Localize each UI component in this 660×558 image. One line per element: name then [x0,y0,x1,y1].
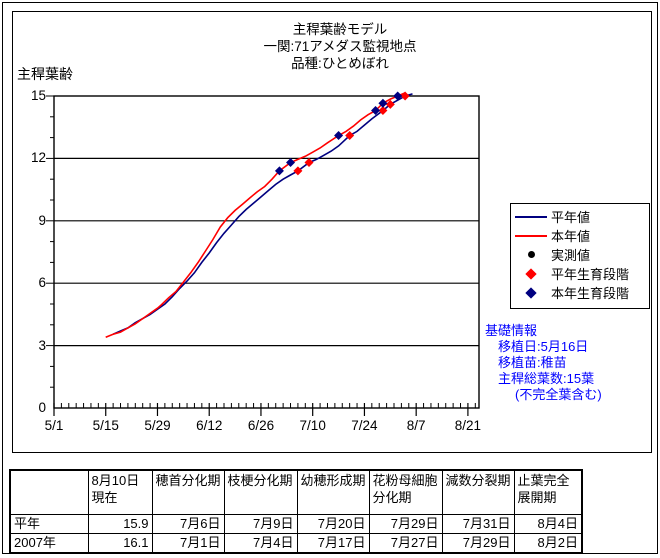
x-tick-label: 7/24 [351,418,378,433]
table-header-cell: 花粉母細胞分化期 [368,469,443,515]
table-cell: 7月20日 [296,513,370,534]
basic-info-transplant-date: 移植日:5月16日 [498,339,589,354]
x-tick-label: 5/15 [92,418,119,433]
basic-info-block: 基礎情報 移植日:5月16日 移植苗:稚苗 主稈総葉数:15葉 (不完全葉含む) [485,323,655,403]
basic-info-heading: 基礎情報 [485,323,538,338]
table-header-cell: 減数分裂期 [441,469,515,515]
series-line [112,93,413,335]
legend-label: 平年値 [551,210,591,225]
table-cell: 7月27日 [368,532,443,553]
table-cell: 8月4日 [513,513,583,534]
legend-label: 平年生育段階 [551,267,630,282]
legend-diamond-swatch [525,286,537,299]
x-tick-label: 5/29 [144,418,171,433]
stage-marker [378,98,388,108]
table-cell: 7月17日 [296,532,370,553]
table-header-cell: 幼穂形成期 [296,469,370,515]
x-tick-label: 8/7 [406,418,426,433]
x-tick-label: 8/21 [454,418,482,433]
stage-marker [378,106,388,116]
y-tick-label: 15 [30,88,46,103]
table-row-label: 2007年 [9,532,89,553]
stage-marker [400,91,410,101]
table-row-label: 平年 [9,513,89,534]
stage-marker [286,158,296,168]
table-cell: 7月29日 [368,513,443,534]
legend-item-2: 実測値 [511,245,649,264]
y-tick-label: 0 [38,400,46,415]
stage-marker [371,106,381,116]
legend-diamond-swatch [525,267,537,280]
legend-item-1: 本年値 [511,226,649,245]
chart-title-block: 主稈葉齢モデル 一関:71アメダス監視地点 品種:ひとめぼれ [29,21,651,72]
x-tick-label: 5/1 [44,418,64,433]
table-cell: 7月1日 [151,532,225,553]
stage-marker [274,166,284,176]
legend-item-4: 本年生育段階 [511,283,649,302]
x-tick-label: 6/12 [196,418,223,433]
legend-circle-swatch [527,251,535,258]
table-cell: 16.1 [87,532,153,553]
series-line [105,92,406,339]
legend-line-swatch [515,234,547,237]
table-cell: 7月6日 [151,513,225,534]
chart-title: 主稈葉齢モデル [292,22,388,37]
table-cell: 7月31日 [441,513,515,534]
chart-subtitle-variety: 品種:ひとめぼれ [291,56,389,71]
legend-label: 本年値 [551,229,591,244]
table-header-cell: 8月10日現在 [87,469,153,515]
y-tick-label: 9 [38,212,46,228]
x-tick-label: 7/10 [299,418,326,433]
table-header-row: 8月10日現在 穂首分化期 枝梗分化期 幼穂形成期 花粉母細胞分化期 減数分裂期 止葉完全展… [9,469,583,515]
table-cell: 15.9 [87,513,153,534]
table-row: 2007年 16.1 7月1日 7月4日 7月17日 7月27日 7月29日 8月2日 [9,532,583,553]
table-cell: 8月2日 [513,532,583,553]
y-tick-label: 3 [38,337,46,353]
chart-plot [46,91,480,416]
stage-marker [293,166,303,176]
y-tick-label: 6 [38,275,46,291]
table-row: 平年 15.9 7月6日 7月9日 7月20日 7月29日 7月31日 8月4日 [9,513,583,534]
table-header-cell: 止葉完全展開期 [513,469,583,515]
legend-label: 実測値 [551,248,591,263]
growth-stage-table: 8月10日現在 穂首分化期 枝梗分化期 幼穂形成期 花粉母細胞分化期 減数分裂期 止葉完全展… [9,469,583,553]
table-header-cell [9,469,89,515]
legend-label: 本年生育段階 [551,286,630,301]
basic-info-total-leaves: 主稈総葉数:15葉 [498,371,595,386]
stage-marker [385,99,395,109]
basic-info-note: (不完全葉含む) [515,387,602,402]
table-cell: 7月4日 [223,532,298,553]
stage-marker [345,131,355,141]
table-header-cell: 枝梗分化期 [223,469,298,515]
legend-item-0: 平年値 [511,207,649,226]
stage-marker [334,131,344,141]
legend-line-swatch [515,215,547,218]
y-tick-label: 12 [30,150,46,166]
table-header-cell: 穂首分化期 [151,469,225,515]
stage-marker [304,158,314,168]
chart-legend: 平年値本年値実測値平年生育段階 本年生育段階 [510,203,650,309]
x-tick-label: 6/26 [247,418,275,433]
chart-subtitle-station: 一関:71アメダス監視地点 [263,39,417,54]
table-cell: 7月29日 [441,532,515,553]
plot-frame [53,95,480,409]
stage-marker [393,91,403,101]
y-axis-title: 主稈葉齢 [17,66,73,82]
legend-item-3: 平年生育段階 [511,264,649,283]
leaf-age-chart-panel: 主稈葉齢モデル 一関:71アメダス監視地点 品種:ひとめぼれ 主稈葉齢 0 3 6 9… [12,11,652,453]
table-cell: 7月9日 [223,513,298,534]
basic-info-seedling-type: 移植苗:稚苗 [498,355,567,370]
